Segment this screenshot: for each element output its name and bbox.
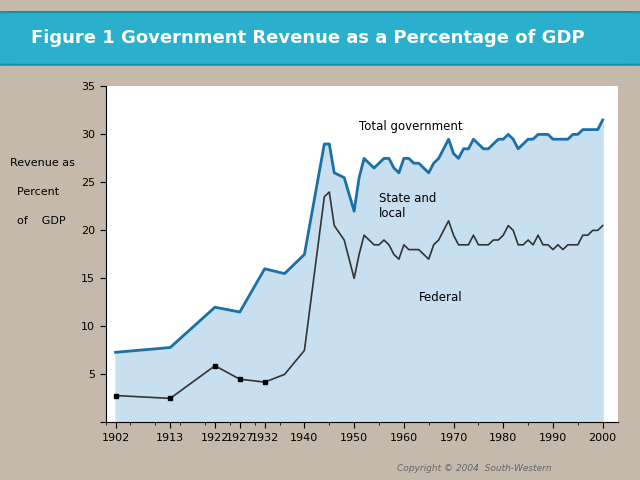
Text: Percent: Percent (10, 187, 59, 197)
Text: Total government: Total government (359, 120, 463, 133)
Text: Federal: Federal (419, 291, 462, 304)
Text: Figure 1 Government Revenue as a Percentage of GDP: Figure 1 Government Revenue as a Percent… (31, 29, 585, 48)
Text: of    GDP: of GDP (10, 216, 65, 226)
Text: Copyright © 2004  South-Western: Copyright © 2004 South-Western (397, 464, 552, 473)
FancyBboxPatch shape (0, 12, 640, 65)
Text: Revenue as: Revenue as (10, 158, 74, 168)
Text: State and
local: State and local (379, 192, 436, 220)
